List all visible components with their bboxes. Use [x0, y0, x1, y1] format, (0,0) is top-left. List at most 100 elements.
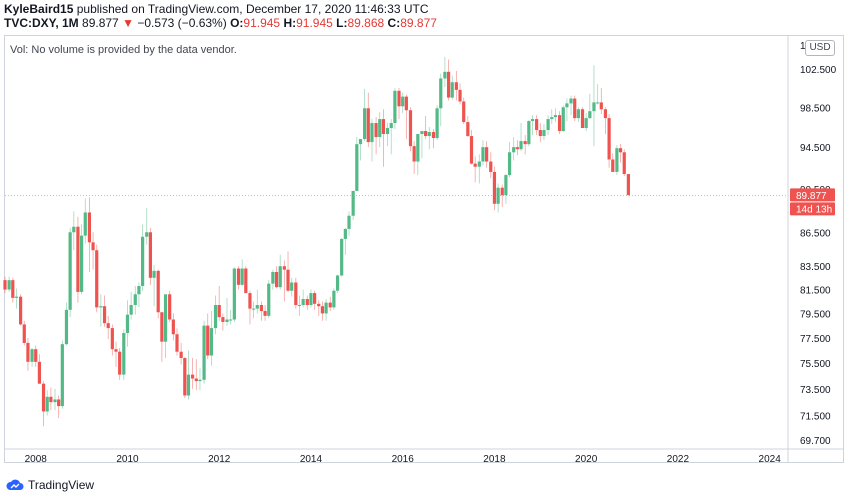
- candle-body: [87, 212, 92, 243]
- candle-body: [450, 82, 454, 98]
- candle-body: [603, 109, 608, 119]
- currency-badge[interactable]: USD: [805, 40, 835, 56]
- x-tick-label: 2012: [208, 454, 231, 465]
- candle-body: [106, 323, 110, 329]
- candle-body: [76, 226, 80, 292]
- candle-body: [542, 130, 546, 137]
- candle-body: [607, 118, 611, 160]
- candle-body: [462, 101, 466, 123]
- candle-body: [99, 306, 103, 308]
- volume-note: Vol: No volume is provided by the data v…: [10, 44, 237, 56]
- candle-body: [286, 269, 290, 291]
- price-change: −0.573 (−0.63%): [137, 16, 227, 30]
- candle-body: [152, 270, 156, 278]
- candle-body: [37, 361, 42, 384]
- candle-body: [393, 90, 397, 124]
- candle-body: [53, 399, 57, 403]
- candle-body: [148, 232, 153, 278]
- candle-body: [259, 305, 264, 312]
- candle-body: [561, 107, 565, 132]
- candle-body: [477, 161, 481, 167]
- y-tick-label: 79.500: [800, 309, 831, 320]
- candle-body: [125, 314, 130, 334]
- candle-body: [225, 319, 229, 322]
- candle-body: [271, 271, 275, 284]
- candle-body: [41, 383, 46, 412]
- candle-body: [519, 141, 523, 150]
- candle-body: [64, 309, 69, 345]
- y-tick-label: 102.500: [800, 65, 837, 76]
- candle-body: [110, 328, 114, 350]
- candle-body: [324, 302, 328, 314]
- candle-body: [221, 317, 225, 322]
- candle-body: [30, 349, 34, 362]
- candle-body: [469, 136, 474, 164]
- open-label: O:: [230, 16, 244, 30]
- candle-body: [626, 174, 630, 196]
- countdown-badge: [790, 202, 835, 216]
- candle-body: [49, 396, 53, 403]
- candle-body: [588, 111, 592, 119]
- candle-body: [244, 268, 248, 294]
- x-tick-label: 2016: [392, 454, 415, 465]
- candle-body: [175, 334, 179, 352]
- candle-body: [305, 299, 309, 306]
- candle-body: [118, 351, 122, 375]
- candle-body: [446, 71, 451, 98]
- candle-body: [141, 236, 145, 287]
- candle-body: [232, 268, 236, 320]
- y-tick-label: 94.500: [800, 143, 831, 154]
- candle-body: [530, 119, 535, 122]
- candle-body: [191, 374, 195, 379]
- candle-body: [347, 215, 351, 229]
- candle-body: [611, 159, 615, 172]
- candle-body: [489, 161, 493, 172]
- candle-body: [267, 283, 271, 316]
- candle-body: [454, 82, 458, 90]
- x-tick-label: 2020: [575, 454, 598, 465]
- tradingview-cloud-icon: [6, 479, 24, 490]
- candle-body: [45, 396, 49, 412]
- candle-body: [504, 175, 508, 196]
- candle-body: [198, 379, 202, 382]
- y-tick-label: 75.500: [800, 359, 831, 370]
- candle-body: [515, 147, 519, 150]
- candle-body: [122, 333, 126, 375]
- y-tick-label: 73.500: [800, 385, 831, 396]
- candle-body: [340, 238, 344, 276]
- y-tick-label: 71.500: [800, 411, 831, 422]
- candle-body: [458, 89, 462, 102]
- quote-line: TVC:DXY, 1M 89.877 ▼ −0.573 (−0.63%) O:9…: [4, 16, 844, 30]
- candle-body: [443, 71, 447, 79]
- candle-body: [163, 294, 168, 342]
- candle-body: [252, 308, 256, 310]
- x-tick-label: 2022: [667, 454, 690, 465]
- candle-body: [374, 123, 378, 138]
- x-tick-label: 2014: [300, 454, 323, 465]
- candle-body: [95, 250, 99, 308]
- tradingview-logo[interactable]: TradingView: [6, 477, 94, 495]
- candle-body: [320, 306, 325, 314]
- candle-body: [599, 102, 603, 110]
- candle-body: [290, 282, 294, 291]
- high-value: 91.945: [296, 16, 333, 30]
- countdown-badge-text: 14d 13h: [796, 204, 832, 215]
- publish-info: published on TradingView.com, December 1…: [76, 2, 429, 16]
- candle-body: [535, 119, 539, 131]
- y-tick-label: 81.500: [800, 286, 831, 297]
- candle-body: [137, 286, 141, 295]
- candle-body: [156, 270, 160, 313]
- chart-frame: [4, 35, 844, 463]
- candle-body: [401, 96, 405, 107]
- candle-body: [507, 152, 512, 176]
- author-name[interactable]: KyleBaird15: [4, 2, 74, 16]
- y-tick-label: 69.700: [800, 436, 831, 447]
- candle-body: [351, 190, 355, 216]
- last-price-badge-text: 89.877: [796, 191, 827, 202]
- symbol-label[interactable]: TVC:DXY, 1M: [4, 16, 79, 30]
- candle-body: [294, 282, 298, 306]
- x-tick-label: 2018: [483, 454, 506, 465]
- candle-body: [538, 130, 542, 137]
- candle-body: [129, 305, 133, 315]
